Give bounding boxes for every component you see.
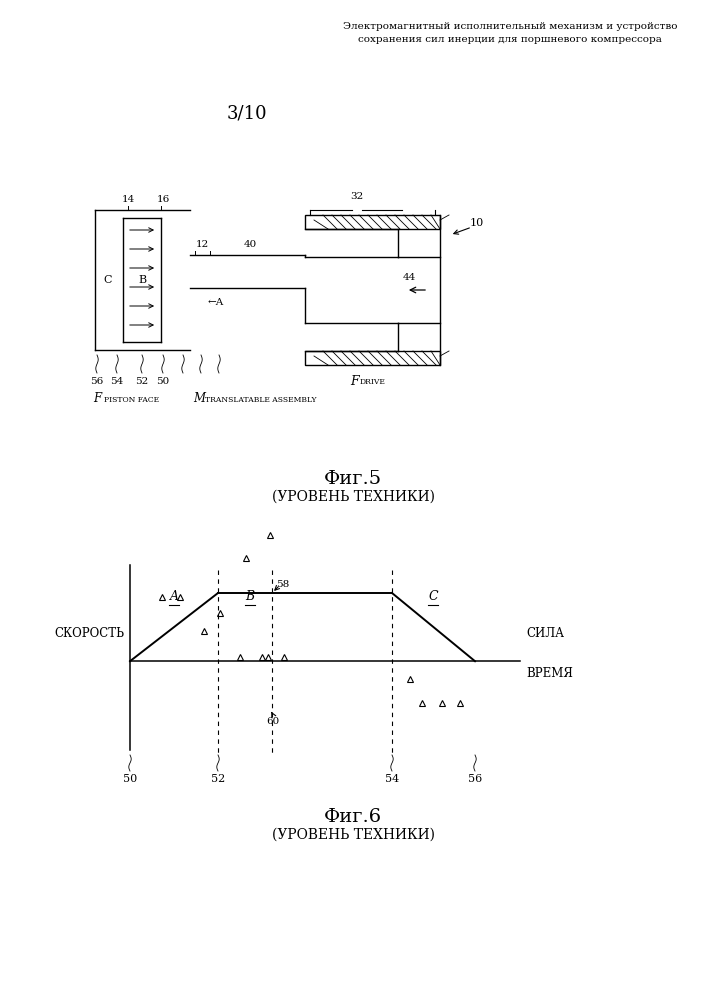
Text: 54: 54 (385, 774, 399, 784)
Text: 52: 52 (211, 774, 225, 784)
Text: DRIVE: DRIVE (360, 378, 386, 386)
Text: B: B (245, 590, 255, 603)
Text: 14: 14 (122, 195, 134, 204)
Text: M: M (193, 392, 205, 405)
Text: 12: 12 (195, 240, 209, 249)
Text: 16: 16 (156, 195, 170, 204)
Text: ←A: ←A (208, 298, 224, 307)
Text: PISTON FACE: PISTON FACE (104, 396, 159, 404)
Text: 10: 10 (470, 218, 484, 228)
Text: C: C (104, 275, 112, 285)
Text: 60: 60 (267, 717, 280, 726)
Text: 52: 52 (135, 377, 148, 386)
Text: 50: 50 (123, 774, 137, 784)
Text: Фиг.5: Фиг.5 (324, 470, 382, 488)
Text: 56: 56 (90, 377, 104, 386)
Text: (УРОВЕНЬ ТЕХНИКИ): (УРОВЕНЬ ТЕХНИКИ) (271, 828, 435, 842)
Text: Фиг.6: Фиг.6 (324, 808, 382, 826)
Text: C: C (428, 590, 438, 603)
Text: СИЛА: СИЛА (526, 627, 564, 640)
Text: ВРЕМЯ: ВРЕМЯ (526, 667, 573, 680)
Text: (УРОВЕНЬ ТЕХНИКИ): (УРОВЕНЬ ТЕХНИКИ) (271, 490, 435, 504)
Text: TRANSLATABLE ASSEMBLY: TRANSLATABLE ASSEMBLY (205, 396, 317, 404)
Text: 40: 40 (243, 240, 257, 249)
Text: F: F (93, 392, 101, 405)
Text: 3/10: 3/10 (227, 105, 267, 123)
Text: 56: 56 (468, 774, 482, 784)
Text: 58: 58 (276, 580, 289, 589)
Text: 32: 32 (351, 192, 363, 201)
Text: F: F (350, 375, 358, 388)
Text: 44: 44 (403, 273, 416, 282)
Text: A: A (170, 590, 178, 603)
Bar (305, 351, 440, 365)
Text: 54: 54 (110, 377, 124, 386)
Bar (305, 215, 440, 229)
Text: СКОРОСТЬ: СКОРОСТЬ (54, 627, 124, 640)
Text: B: B (138, 275, 146, 285)
Text: Электромагнитный исполнительный механизм и устройство
сохранения сил инерции для: Электромагнитный исполнительный механизм… (343, 22, 677, 44)
Text: 50: 50 (156, 377, 170, 386)
